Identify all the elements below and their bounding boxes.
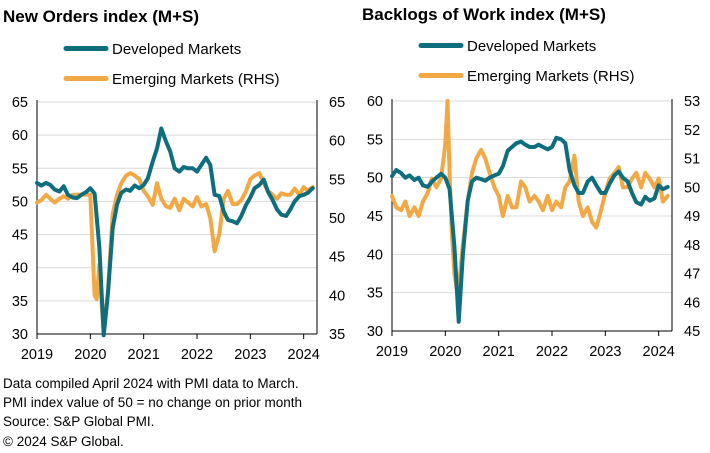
x-tick-label: 2021 — [128, 347, 160, 363]
developed-markets-line — [390, 135, 670, 324]
y-tick-label-left: 60 — [12, 128, 28, 144]
y-tick-label-right: 49 — [684, 209, 700, 225]
y-tick-label-right: 48 — [684, 238, 700, 254]
developed-markets-line — [35, 126, 315, 338]
y-tick-label-left: 50 — [367, 171, 383, 187]
y-tick-label-left: 40 — [367, 247, 383, 263]
y-tick-label-right: 45 — [684, 324, 700, 340]
x-tick-label: 2022 — [536, 344, 568, 360]
new-orders-right-axis: 35 40 45 50 55 60 65 — [316, 95, 345, 343]
y-tick-label-left: 45 — [367, 209, 383, 225]
backlogs-gridlines — [392, 100, 672, 332]
legend-emerging-label: Emerging Markets (RHS) — [467, 68, 635, 85]
y-tick-label-left: 45 — [12, 228, 28, 244]
legend-emerging-label: Emerging Markets (RHS) — [112, 71, 280, 88]
legend-developed-label: Developed Markets — [112, 41, 241, 58]
y-tick-label-right: 45 — [329, 250, 345, 266]
backlogs-title: Backlogs of Work index (M+S) — [362, 5, 606, 24]
new-orders-panel: New Orders index (M+S) Developed Markets… — [3, 7, 345, 363]
footnotes: Data compiled April 2024 with PMI data t… — [3, 374, 302, 451]
y-tick-label-left: 60 — [367, 94, 383, 110]
y-tick-label-right: 65 — [329, 95, 345, 111]
y-tick-label-left: 65 — [12, 95, 28, 111]
y-tick-label-left: 30 — [367, 324, 383, 340]
x-tick-label: 2023 — [589, 344, 621, 360]
backlogs-x-axis: 2019 2020 2021 2022 2023 2024 — [376, 330, 675, 360]
y-tick-label-left: 35 — [367, 286, 383, 302]
new-orders-title: New Orders index (M+S) — [3, 7, 199, 26]
y-tick-label-left: 35 — [12, 294, 28, 310]
y-tick-label-right: 50 — [329, 211, 345, 227]
x-tick-label: 2024 — [643, 344, 675, 360]
y-tick-label-left: 30 — [12, 327, 28, 343]
x-tick-label: 2019 — [376, 344, 408, 360]
x-tick-label: 2020 — [74, 347, 106, 363]
x-tick-label: 2019 — [21, 347, 53, 363]
emerging-markets-line — [390, 99, 670, 293]
y-tick-label-right: 50 — [684, 180, 700, 196]
x-tick-label: 2020 — [429, 344, 461, 360]
new-orders-x-axis: 2019 2020 2021 2022 2023 2024 — [21, 333, 320, 363]
x-tick-label: 2022 — [181, 347, 213, 363]
x-tick-label: 2023 — [234, 347, 266, 363]
y-tick-label-right: 46 — [684, 295, 700, 311]
x-tick-label: 2024 — [288, 347, 320, 363]
backlogs-right-axis: 45 46 47 48 49 50 51 52 53 — [671, 94, 700, 340]
y-tick-label-left: 55 — [367, 132, 383, 148]
x-tick-label: 2021 — [483, 344, 515, 360]
y-tick-label-right: 53 — [684, 94, 700, 110]
new-orders-series — [35, 126, 315, 338]
y-tick-label-right: 55 — [329, 172, 345, 188]
y-tick-label-left: 55 — [12, 161, 28, 177]
backlogs-series — [390, 99, 670, 324]
backlogs-left-axis: 30 35 40 45 50 55 60 — [367, 94, 393, 340]
footnote-line: PMI index value of 50 = no change on pri… — [3, 395, 303, 411]
y-tick-label-left: 50 — [12, 194, 28, 210]
y-tick-label-left: 40 — [12, 261, 28, 277]
charts-figure: New Orders index (M+S) Developed Markets… — [3, 5, 700, 363]
y-tick-label-right: 47 — [684, 267, 700, 283]
y-tick-label-right: 60 — [329, 134, 345, 150]
new-orders-gridlines — [37, 101, 317, 335]
legend-developed-label: Developed Markets — [467, 38, 596, 55]
footnote-line: Source: S&P Global PMI. — [3, 414, 155, 430]
new-orders-left-axis: 30 35 40 45 50 55 60 65 — [12, 95, 38, 343]
y-tick-label-right: 40 — [329, 288, 345, 304]
y-tick-label-right: 35 — [329, 327, 345, 343]
y-tick-label-right: 51 — [684, 152, 700, 168]
footnote-line: © 2024 S&P Global. — [3, 433, 124, 449]
backlogs-panel: Backlogs of Work index (M+S) Developed M… — [362, 5, 700, 360]
footnote-line: Data compiled April 2024 with PMI data t… — [3, 376, 299, 391]
y-tick-label-right: 52 — [684, 123, 700, 139]
